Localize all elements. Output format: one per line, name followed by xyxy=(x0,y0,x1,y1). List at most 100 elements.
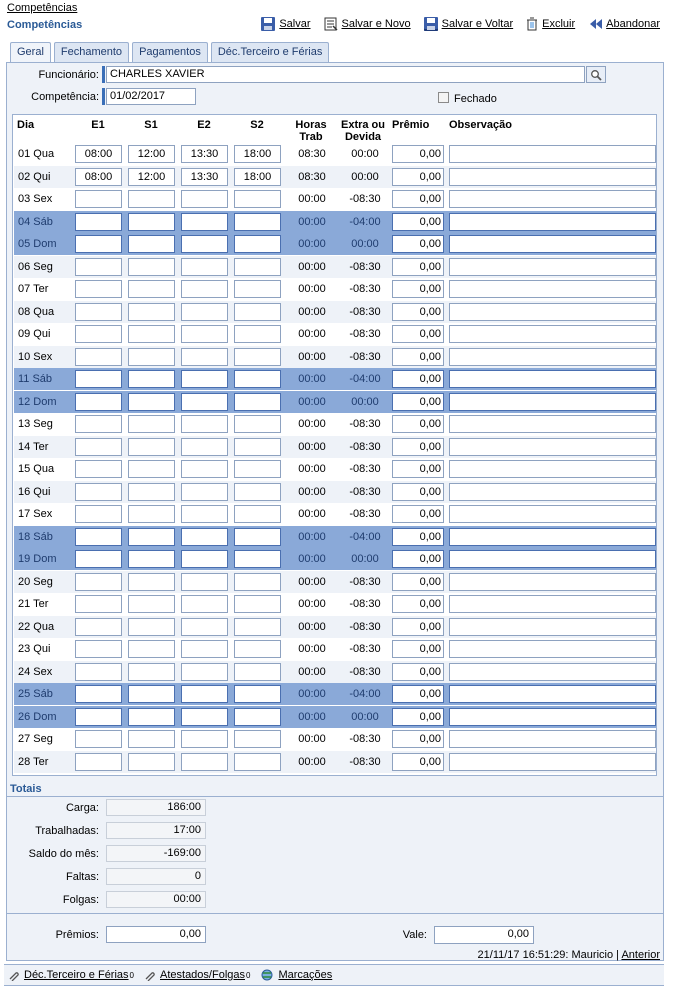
observacao-input[interactable] xyxy=(449,572,656,591)
e1-input[interactable] xyxy=(75,730,122,748)
e1-input[interactable] xyxy=(75,370,122,388)
e1-input[interactable] xyxy=(75,752,122,771)
e2-input[interactable]: 13:30 xyxy=(181,145,228,163)
observacao-input[interactable] xyxy=(449,550,656,568)
e2-input[interactable] xyxy=(181,257,228,276)
premio-input[interactable]: 0,00 xyxy=(392,392,444,411)
observacao-input[interactable] xyxy=(449,685,656,703)
observacao-input[interactable] xyxy=(449,302,656,321)
e1-input[interactable] xyxy=(75,347,122,366)
s1-input[interactable] xyxy=(128,707,175,726)
e2-input[interactable] xyxy=(181,617,228,636)
s1-input[interactable] xyxy=(128,212,175,231)
e1-input[interactable] xyxy=(75,685,122,703)
observacao-input[interactable] xyxy=(449,482,656,501)
s2-input[interactable] xyxy=(234,730,281,748)
s2-input[interactable] xyxy=(234,415,281,433)
s1-input[interactable] xyxy=(128,280,175,298)
premio-input[interactable]: 0,00 xyxy=(392,190,444,208)
save-button[interactable]: Salvar xyxy=(261,17,311,31)
observacao-input[interactable] xyxy=(449,235,656,253)
e2-input[interactable] xyxy=(181,347,228,366)
s1-input[interactable] xyxy=(128,505,175,523)
funcionario-field[interactable]: CHARLES XAVIER xyxy=(106,66,585,83)
s2-input[interactable] xyxy=(234,212,281,231)
premio-input[interactable]: 0,00 xyxy=(392,595,444,613)
observacao-input[interactable] xyxy=(449,617,656,636)
e1-input[interactable] xyxy=(75,505,122,523)
s1-input[interactable] xyxy=(128,437,175,456)
observacao-input[interactable] xyxy=(449,392,656,411)
premio-input[interactable]: 0,00 xyxy=(392,460,444,478)
breadcrumb[interactable]: Competências xyxy=(7,2,78,14)
s2-input[interactable] xyxy=(234,505,281,523)
s2-input[interactable]: 18:00 xyxy=(234,167,281,186)
observacao-input[interactable] xyxy=(449,347,656,366)
e2-input[interactable] xyxy=(181,482,228,501)
observacao-input[interactable] xyxy=(449,662,656,681)
anterior-link[interactable]: Anterior xyxy=(621,949,660,961)
premio-input[interactable]: 0,00 xyxy=(392,167,444,186)
e2-input[interactable] xyxy=(181,572,228,591)
s1-input[interactable] xyxy=(128,235,175,253)
e2-input[interactable] xyxy=(181,730,228,748)
e2-input[interactable] xyxy=(181,370,228,388)
e2-input[interactable] xyxy=(181,437,228,456)
s2-input[interactable] xyxy=(234,572,281,591)
e2-input[interactable] xyxy=(181,392,228,411)
s1-input[interactable] xyxy=(128,257,175,276)
e2-input[interactable] xyxy=(181,212,228,231)
e2-input[interactable] xyxy=(181,460,228,478)
premio-input[interactable]: 0,00 xyxy=(392,550,444,568)
s1-input[interactable] xyxy=(128,527,175,546)
delete-button[interactable]: Excluir xyxy=(526,17,575,31)
s1-input[interactable] xyxy=(128,347,175,366)
e1-input[interactable]: 08:00 xyxy=(75,145,122,163)
fechado-checkbox[interactable] xyxy=(438,92,449,103)
s1-input[interactable] xyxy=(128,302,175,321)
s1-input[interactable] xyxy=(128,325,175,343)
observacao-input[interactable] xyxy=(449,167,656,186)
s1-input[interactable] xyxy=(128,460,175,478)
e1-input[interactable] xyxy=(75,707,122,726)
e1-input[interactable] xyxy=(75,595,122,613)
e2-input[interactable] xyxy=(181,235,228,253)
e1-input[interactable] xyxy=(75,235,122,253)
e1-input[interactable] xyxy=(75,662,122,681)
premio-input[interactable]: 0,00 xyxy=(392,280,444,298)
s1-input[interactable] xyxy=(128,752,175,771)
e1-input[interactable] xyxy=(75,527,122,546)
e2-input[interactable]: 13:30 xyxy=(181,167,228,186)
premio-input[interactable]: 0,00 xyxy=(392,302,444,321)
s2-input[interactable] xyxy=(234,302,281,321)
e2-input[interactable] xyxy=(181,190,228,208)
s2-input[interactable] xyxy=(234,235,281,253)
premio-input[interactable]: 0,00 xyxy=(392,505,444,523)
premio-input[interactable]: 0,00 xyxy=(392,482,444,501)
observacao-input[interactable] xyxy=(449,280,656,298)
e2-input[interactable] xyxy=(181,505,228,523)
s2-input[interactable] xyxy=(234,437,281,456)
observacao-input[interactable] xyxy=(449,257,656,276)
s1-input[interactable] xyxy=(128,392,175,411)
e2-input[interactable] xyxy=(181,280,228,298)
s1-input[interactable] xyxy=(128,640,175,658)
s2-input[interactable] xyxy=(234,640,281,658)
premio-input[interactable]: 0,00 xyxy=(392,752,444,771)
s1-input[interactable] xyxy=(128,572,175,591)
premio-input[interactable]: 0,00 xyxy=(392,257,444,276)
s1-input[interactable] xyxy=(128,550,175,568)
observacao-input[interactable] xyxy=(449,460,656,478)
s1-input[interactable] xyxy=(128,662,175,681)
s2-input[interactable] xyxy=(234,257,281,276)
premio-input[interactable]: 0,00 xyxy=(392,145,444,163)
footer-dec-terceiro-link[interactable]: Déc.Terceiro e Férias 0 xyxy=(8,969,134,981)
premio-input[interactable]: 0,00 xyxy=(392,212,444,231)
s1-input[interactable]: 12:00 xyxy=(128,167,175,186)
e1-input[interactable]: 08:00 xyxy=(75,167,122,186)
tab-fechamento[interactable]: Fechamento xyxy=(53,42,130,62)
observacao-input[interactable] xyxy=(449,190,656,208)
premio-input[interactable]: 0,00 xyxy=(392,415,444,433)
s1-input[interactable] xyxy=(128,595,175,613)
e2-input[interactable] xyxy=(181,415,228,433)
